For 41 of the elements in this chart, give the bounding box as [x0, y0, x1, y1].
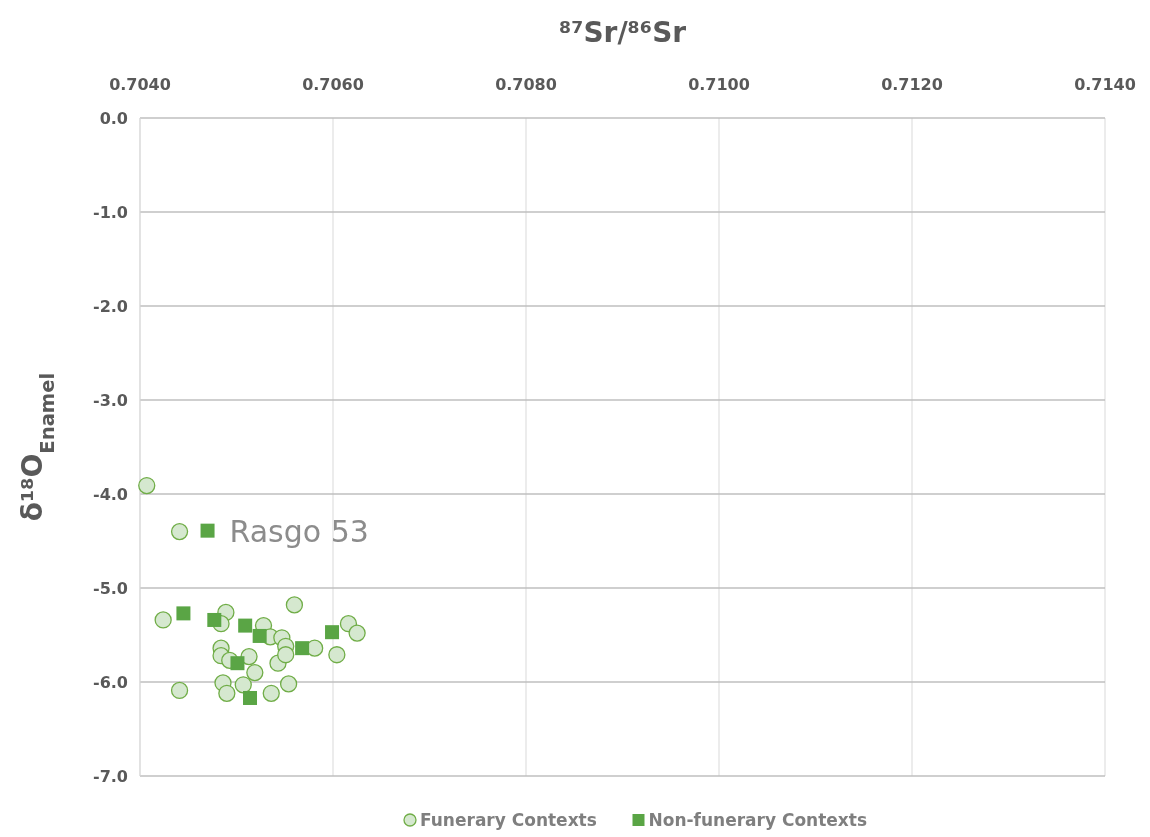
point — [279, 675, 298, 693]
y-tick-label: -5.0 — [93, 579, 128, 598]
x-tick-label: 0.7140 — [1074, 75, 1136, 94]
point — [295, 641, 310, 656]
point — [218, 684, 236, 702]
point — [325, 625, 340, 640]
x-axis-title: ⁸⁷Sr/⁸⁶Sr — [558, 16, 687, 49]
point — [207, 612, 222, 627]
x-tick-label: 0.7100 — [688, 75, 750, 94]
x-tick-label: 0.7120 — [881, 75, 943, 94]
point — [230, 656, 245, 671]
point — [238, 618, 253, 633]
y-tick-label: -3.0 — [93, 391, 128, 410]
point — [243, 690, 258, 705]
point — [328, 646, 346, 664]
point — [170, 522, 189, 541]
y-tick-label: -2.0 — [93, 297, 128, 316]
x-tick-label: 0.7040 — [109, 75, 171, 94]
point — [252, 628, 267, 643]
x-tick-label: 0.7060 — [302, 75, 364, 94]
annotation: Rasgo 53 — [229, 513, 369, 549]
point — [200, 523, 215, 538]
x-tick-label: 0.7080 — [495, 75, 557, 94]
point — [154, 611, 172, 629]
point — [348, 624, 366, 642]
point — [262, 684, 280, 702]
point — [176, 606, 191, 621]
point — [138, 476, 156, 495]
point — [170, 681, 189, 700]
y-tick-label: 0.0 — [99, 109, 128, 128]
legend-label: Funerary Contexts — [420, 810, 597, 830]
y-tick-label: -7.0 — [93, 767, 128, 786]
point — [285, 596, 304, 614]
point — [234, 676, 252, 694]
point — [240, 647, 258, 666]
y-tick-label: -1.0 — [93, 203, 128, 222]
legend-label: Non-funerary Contexts — [648, 810, 868, 830]
point — [246, 663, 264, 682]
point — [277, 646, 295, 664]
y-tick-label: -4.0 — [93, 485, 128, 504]
y-tick-label: -6.0 — [93, 673, 128, 692]
